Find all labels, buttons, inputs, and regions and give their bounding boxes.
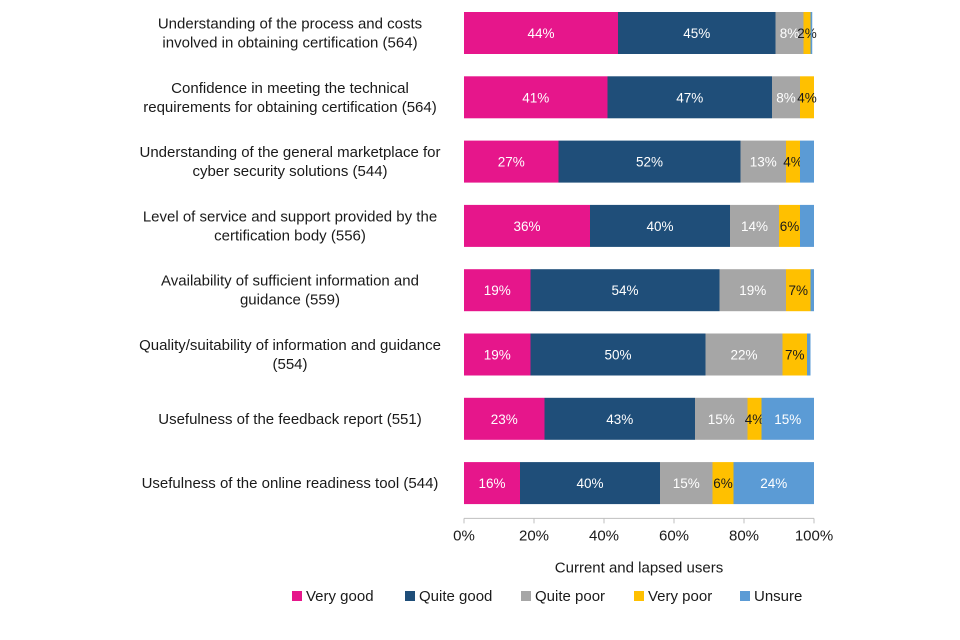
data-label: 7% — [785, 348, 805, 363]
data-label: 13% — [750, 155, 777, 170]
x-tick-label: 0% — [453, 527, 475, 544]
bar-segment-quite-poor — [740, 140, 786, 183]
bar-segment-very-poor — [786, 140, 800, 183]
data-label: 41% — [522, 90, 549, 105]
bar-segment-quite-poor — [660, 462, 713, 505]
bar-segment-unsure — [807, 333, 811, 376]
category-label: Usefulness of the online readiness tool … — [142, 475, 439, 492]
category-label: Level of service and support provided by… — [143, 208, 437, 244]
legend-label: Quite good — [419, 588, 492, 605]
bar-segment-very-good — [464, 76, 608, 119]
data-label: 24% — [760, 476, 787, 491]
legend-label: Very poor — [648, 588, 712, 605]
data-label: 4% — [797, 90, 817, 105]
data-label: 15% — [774, 412, 801, 427]
legend-swatch — [405, 591, 415, 601]
data-label: 50% — [604, 348, 631, 363]
bar-segment-very-good — [464, 204, 590, 247]
x-axis-title: Current and lapsed users — [555, 559, 723, 576]
legend-label: Quite poor — [535, 588, 605, 605]
data-label: 40% — [576, 476, 603, 491]
data-label: 47% — [676, 90, 703, 105]
data-label: 15% — [673, 476, 700, 491]
bar-segment-quite-poor — [772, 76, 800, 119]
bar-segment-quite-poor — [705, 333, 783, 376]
bar-segment-very-poor — [786, 269, 811, 312]
bar-segment-very-good — [464, 12, 618, 54]
bar-segment-very-poor — [803, 12, 811, 54]
category-label: Quality/suitability of information and g… — [139, 337, 441, 373]
data-label: 6% — [713, 476, 733, 491]
bar-segment-very-poor — [800, 76, 814, 119]
category-label: Understanding of the process and costs in… — [158, 16, 422, 52]
data-label: 14% — [741, 219, 768, 234]
bar-segment-unsure — [810, 269, 814, 312]
bar-segment-quite-good — [558, 140, 741, 183]
bar-segment-quite-good — [618, 12, 776, 54]
data-label: 54% — [611, 283, 638, 298]
bar-segment-unsure — [810, 12, 813, 54]
data-label: 16% — [478, 476, 505, 491]
data-label: 4% — [783, 155, 803, 170]
bar-segment-quite-poor — [719, 269, 786, 312]
data-label: 2% — [797, 26, 817, 41]
data-label: 27% — [498, 155, 525, 170]
bar-segment-quite-good — [607, 76, 772, 119]
bar-segment-unsure — [761, 397, 814, 440]
data-label: 6% — [780, 219, 800, 234]
bar-segment-very-good — [464, 140, 559, 183]
data-label: 52% — [636, 155, 663, 170]
bar-segment-unsure — [800, 204, 814, 247]
bar-segment-quite-poor — [730, 204, 779, 247]
legend-swatch — [634, 591, 644, 601]
bar-segment-very-good — [464, 397, 545, 440]
bar-segment-very-poor — [782, 333, 807, 376]
bar-segment-quite-poor — [695, 397, 748, 440]
legend-label: Very good — [306, 588, 374, 605]
legend-swatch — [521, 591, 531, 601]
data-label: 44% — [527, 26, 554, 41]
x-tick-label: 40% — [589, 527, 619, 544]
bar-segment-very-good — [464, 462, 520, 505]
bar-segment-very-good — [464, 269, 531, 312]
bar-segment-very-poor — [779, 204, 800, 247]
bar-segment-quite-good — [530, 269, 720, 312]
bar-segment-very-good — [464, 333, 531, 376]
category-label: Confidence in meeting the technical requi… — [143, 80, 436, 116]
category-label: Availability of sufficient information a… — [161, 273, 419, 309]
data-label: 23% — [491, 412, 518, 427]
bar-segment-quite-good — [544, 397, 695, 440]
x-tick-label: 100% — [795, 527, 833, 544]
x-tick-label: 60% — [659, 527, 689, 544]
data-label: 8% — [780, 26, 800, 41]
bar-segment-very-poor — [747, 397, 762, 440]
data-label: 8% — [776, 90, 796, 105]
data-label: 40% — [646, 219, 673, 234]
bar-segment-quite-good — [520, 462, 660, 505]
category-label: Understanding of the general marketplace… — [139, 144, 440, 180]
data-label: 19% — [484, 348, 511, 363]
bar-segment-quite-good — [590, 204, 730, 247]
x-tick-label: 80% — [729, 527, 759, 544]
legend-label: Unsure — [754, 588, 802, 605]
data-label: 15% — [708, 412, 735, 427]
data-label: 7% — [788, 283, 808, 298]
data-label: 36% — [513, 219, 540, 234]
legend-swatch — [292, 591, 302, 601]
data-label: 4% — [745, 412, 765, 427]
bar-segment-unsure — [733, 462, 814, 505]
legend-swatch — [740, 591, 750, 601]
data-label: 19% — [739, 283, 766, 298]
bar-segment-quite-poor — [775, 12, 804, 54]
bar-segment-unsure — [800, 140, 814, 183]
x-tick-label: 20% — [519, 527, 549, 544]
bar-segment-quite-good — [530, 333, 706, 376]
data-label: 43% — [606, 412, 633, 427]
data-label: 19% — [484, 283, 511, 298]
data-label: 22% — [730, 348, 757, 363]
data-label: 45% — [683, 26, 710, 41]
bar-segment-very-poor — [712, 462, 734, 505]
category-label: Usefulness of the feedback report (551) — [158, 411, 421, 428]
